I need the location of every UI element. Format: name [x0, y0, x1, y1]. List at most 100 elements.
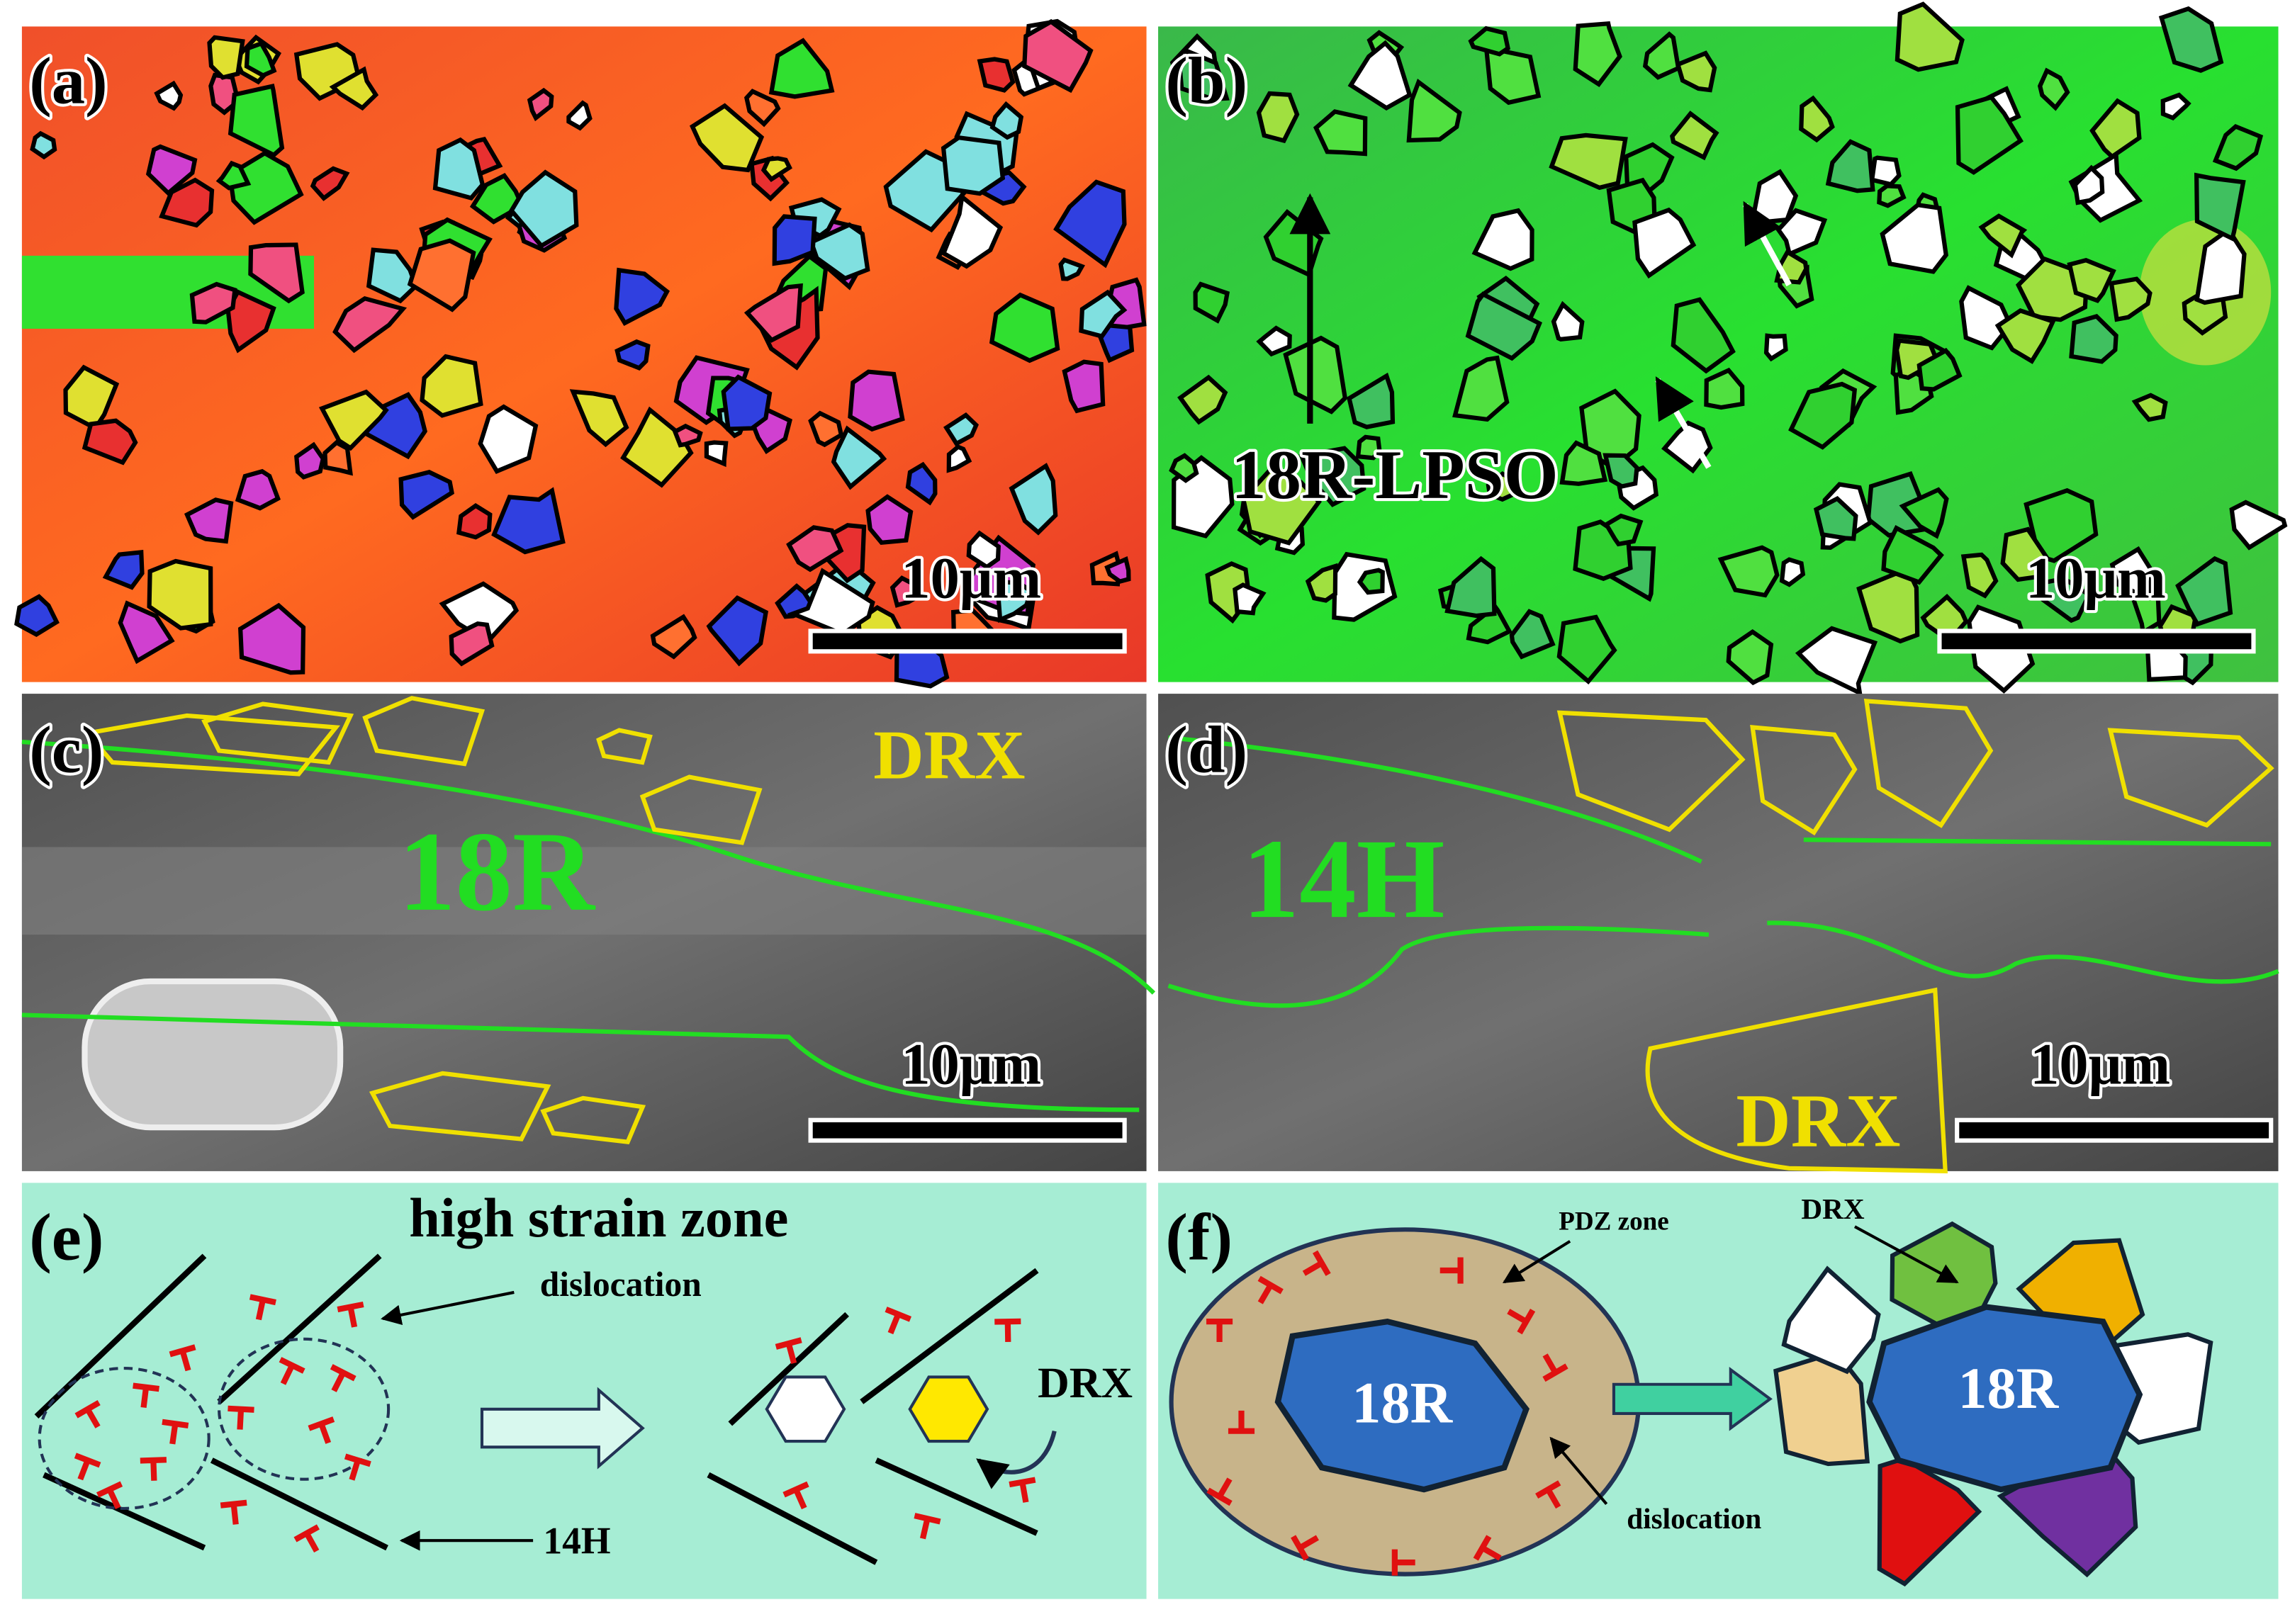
grain [1058, 257, 1085, 281]
grain [207, 35, 245, 80]
drx-grain [1781, 1265, 1881, 1375]
process-arrow [480, 1387, 645, 1470]
grain [977, 57, 1016, 93]
annotation: 14H [1242, 816, 1445, 942]
dislocation [74, 1399, 101, 1428]
grain [1022, 18, 1094, 94]
drx-outline [639, 774, 763, 845]
drx-outline [540, 1095, 646, 1145]
dislocation [308, 1416, 335, 1444]
grain [1880, 202, 1948, 274]
dislocation [1302, 1250, 1331, 1276]
lpso-18r [1866, 1304, 2143, 1493]
grain [865, 494, 914, 546]
dislocation [1228, 1410, 1255, 1434]
phase-boundary [21, 1013, 1140, 1112]
grain [1233, 582, 1267, 616]
grain [1104, 556, 1131, 584]
dislocation [1257, 1275, 1284, 1304]
panel-label: (f) [1165, 1200, 1233, 1275]
grain [1486, 470, 1520, 502]
annotation: dislocation [1627, 1502, 1761, 1535]
pointer [381, 1290, 515, 1326]
dislocation [220, 1499, 247, 1525]
grain [1779, 557, 1806, 587]
grain [2067, 258, 2116, 303]
grain [1471, 208, 1534, 271]
grain [1899, 487, 1949, 539]
phase-boundary [21, 740, 1156, 995]
grain [1978, 213, 2028, 259]
grain [1959, 285, 2014, 351]
drx-outline [1863, 699, 1994, 828]
lpso-band [21, 847, 1147, 935]
grain [1894, 338, 1941, 380]
dislocation [1535, 1480, 1561, 1509]
grain [1813, 496, 1858, 541]
grain [318, 389, 389, 451]
annotation: 18R [1352, 1371, 1453, 1436]
drx-outline [201, 701, 354, 765]
dislocation [885, 1307, 911, 1335]
arrow [1655, 376, 1712, 469]
dislocation [162, 1419, 189, 1445]
scale-label: 10μm [901, 546, 1041, 610]
pointer [1549, 1436, 1608, 1506]
grain [772, 214, 817, 266]
grain [760, 156, 792, 183]
annotation: dislocation [540, 1265, 702, 1304]
grain [30, 130, 57, 160]
grain [1556, 614, 1617, 684]
grain [1347, 372, 1396, 429]
grain [491, 487, 566, 555]
dislocation [914, 1513, 941, 1540]
grain [1994, 308, 2056, 364]
grain [456, 502, 493, 540]
grain [2175, 556, 2233, 627]
grain [1466, 603, 1512, 645]
annotation: DRX [1801, 1192, 1865, 1225]
grain [1053, 179, 1127, 269]
annotation: high strain zone [409, 1187, 788, 1248]
grain [650, 614, 697, 660]
dislocation [1391, 1549, 1415, 1576]
grain [332, 295, 408, 354]
drx-outline [369, 1071, 551, 1141]
grain [2229, 500, 2288, 551]
grain [1704, 367, 1745, 410]
grain [420, 354, 483, 418]
grain [1559, 440, 1608, 486]
phase-boundary [1803, 838, 2272, 847]
annotation: DRX [873, 717, 1025, 794]
grain [1241, 465, 1322, 546]
dislocation [344, 1453, 371, 1481]
grain [118, 600, 175, 665]
grain [1799, 95, 1835, 143]
grain [102, 550, 145, 590]
grain [1465, 291, 1543, 361]
grain [1895, 1, 1965, 72]
drx-outline [1645, 987, 1948, 1174]
grain [184, 497, 234, 544]
panel-label: (a) [29, 44, 108, 118]
annotation: DRX [1038, 1359, 1133, 1407]
sem-image [1158, 694, 2279, 1171]
grain [1444, 556, 1497, 619]
grain [1551, 300, 1585, 342]
basal-plane [875, 1457, 1038, 1536]
dislocation [1507, 1309, 1536, 1335]
annotation: 18R [398, 808, 596, 935]
scale-label: 10μm [2030, 1032, 2170, 1097]
grain [478, 404, 539, 474]
grain [768, 38, 835, 99]
drx-outline [362, 696, 485, 767]
grain [2024, 487, 2099, 563]
grain [1788, 381, 1858, 450]
grain [1603, 453, 1639, 489]
grain [808, 410, 844, 448]
grain [1881, 524, 1944, 585]
grain [1865, 470, 1927, 538]
basal-plane [210, 1457, 388, 1551]
grain [1305, 563, 1338, 603]
grain [2041, 576, 2092, 624]
